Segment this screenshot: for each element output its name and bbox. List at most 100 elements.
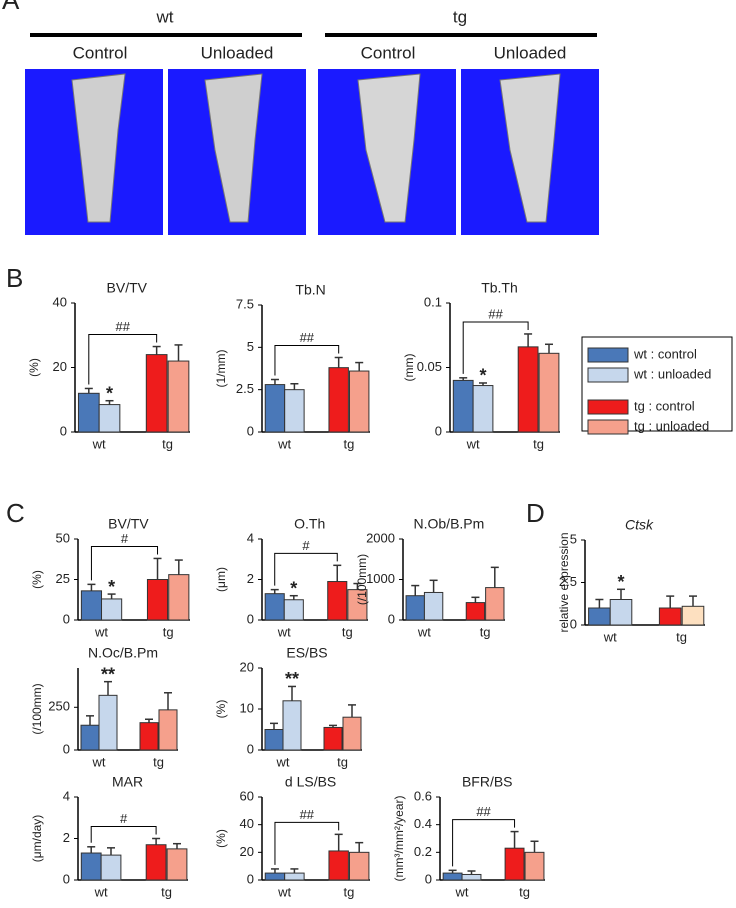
bone	[499, 73, 561, 223]
bracket	[274, 821, 340, 865]
y-tick-label: 20	[240, 659, 254, 674]
chart-title: N.Ob/B.Pm	[414, 516, 485, 532]
bar	[80, 852, 102, 881]
y-tick-label: 0.4	[414, 816, 432, 831]
y-tick-label: 10	[240, 700, 254, 715]
bar	[101, 598, 123, 621]
bar	[452, 379, 474, 433]
y-tick-label: 50	[56, 530, 70, 545]
bar	[284, 872, 305, 881]
y-tick-label: 4	[63, 788, 70, 803]
significance-mark: *	[617, 572, 624, 592]
x-tick-label: wt	[466, 436, 480, 451]
bracket	[90, 826, 157, 843]
panel-label: C	[6, 498, 25, 528]
y-axis-label: (%)	[27, 358, 41, 377]
bar	[348, 851, 370, 881]
significance-mark: *	[479, 366, 486, 386]
chart-title: ES/BS	[286, 645, 327, 661]
significance-mark: *	[106, 383, 113, 403]
bracket	[452, 819, 516, 867]
x-tick-label: wt	[455, 884, 469, 899]
y-axis-label: relative expression	[557, 532, 571, 632]
y-axis-label: (mm)	[402, 354, 416, 382]
group-header: tg	[453, 7, 467, 26]
significance-mark: *	[290, 578, 297, 598]
y-axis-label: (%)	[30, 570, 44, 589]
y-tick-label: 0.6	[414, 788, 432, 803]
x-tick-label: wt	[417, 624, 431, 639]
legend-swatch	[587, 347, 629, 363]
bar	[77, 392, 100, 433]
bar	[348, 370, 370, 433]
chart-title: Tb.N	[295, 282, 325, 298]
y-tick-label: 0	[247, 741, 254, 756]
bar	[264, 593, 285, 621]
y-tick-label: 20	[53, 359, 67, 374]
bar	[146, 579, 169, 621]
chart-title: BV/TV	[108, 516, 149, 532]
y-tick-label: 0.1	[424, 294, 442, 309]
bar	[264, 384, 286, 433]
y-tick-label: 0	[388, 611, 395, 626]
chart-title: MAR	[112, 774, 143, 790]
bracket-label: ##	[300, 330, 315, 345]
y-tick-label: 2.5	[236, 381, 254, 396]
condition-label: Control	[361, 43, 416, 62]
bar	[681, 605, 705, 626]
legend-swatch	[587, 367, 629, 383]
x-tick-label: tg	[162, 436, 173, 451]
bar	[405, 595, 425, 621]
x-tick-label: wt	[277, 884, 291, 899]
bar	[472, 385, 494, 433]
bar	[461, 873, 482, 881]
legend-label: wt : unloaded	[633, 366, 711, 381]
x-tick-label: tg	[337, 754, 348, 769]
bar	[328, 850, 349, 881]
x-tick-label: wt	[92, 436, 106, 451]
bracket-label: #	[121, 531, 129, 546]
condition-label: Control	[73, 43, 128, 62]
bar	[524, 851, 545, 881]
chart-title: BV/TV	[107, 280, 148, 296]
legend-label: tg : control	[634, 398, 695, 413]
x-tick-label: wt	[603, 629, 617, 644]
y-tick-label: 0	[63, 741, 70, 756]
y-tick-label: 0	[570, 616, 577, 631]
y-tick-label: 0.2	[414, 844, 432, 859]
y-tick-label: 4	[247, 530, 254, 545]
x-tick-label: wt	[277, 436, 291, 451]
chart-title: d LS/BS	[285, 774, 336, 790]
bar	[465, 602, 486, 621]
chart-title: Ctsk	[625, 517, 654, 533]
bar	[328, 367, 349, 433]
panel-label: B	[6, 263, 23, 293]
bar	[658, 607, 682, 626]
x-tick-label: tg	[342, 624, 353, 639]
y-tick-label: 0	[247, 871, 254, 886]
bar	[538, 352, 560, 433]
chart-title: BFR/BS	[462, 774, 513, 790]
y-tick-label: 0.05	[417, 359, 442, 374]
significance-mark: *	[108, 577, 115, 597]
micro-ct-images	[25, 69, 599, 235]
y-tick-label: 20	[240, 844, 254, 859]
y-tick-label: 0	[247, 611, 254, 626]
legend-label: wt : control	[633, 346, 697, 361]
chart-title: O.Th	[294, 516, 325, 532]
significance-mark: **	[101, 664, 115, 684]
y-tick-label: 0	[60, 423, 67, 438]
bracket-label: ##	[488, 306, 503, 321]
y-tick-label: 0	[247, 423, 254, 438]
bar	[485, 587, 505, 621]
x-tick-label: wt	[277, 624, 291, 639]
y-tick-label: 7.5	[236, 296, 254, 311]
y-axis-label: (%)	[214, 829, 228, 848]
bar	[517, 346, 539, 433]
bar	[168, 574, 190, 621]
x-tick-label: tg	[344, 436, 355, 451]
bracket-label: ##	[476, 804, 491, 819]
bar	[609, 599, 633, 626]
bar	[264, 872, 286, 881]
